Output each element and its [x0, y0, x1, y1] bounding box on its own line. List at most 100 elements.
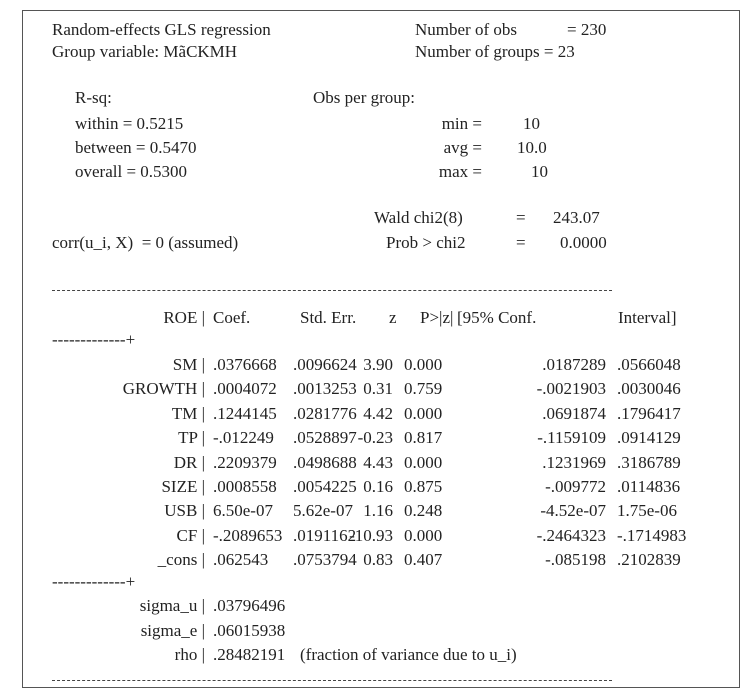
- row-label: SM |: [172, 355, 205, 374]
- rsq-between: between = 0.5470: [75, 138, 197, 157]
- z: -10.93: [349, 525, 393, 545]
- std-err: .0498688: [293, 452, 357, 472]
- separator: -------------+: [52, 572, 136, 591]
- conf-high: .3186789: [617, 452, 681, 472]
- coef: .0008558: [213, 477, 277, 496]
- corr: corr(u_i, X) = 0 (assumed): [52, 233, 239, 252]
- note: (fraction of variance due to u_i): [300, 645, 517, 664]
- coef: .062543: [213, 550, 269, 570]
- column-header: Interval]: [618, 308, 677, 327]
- obs-label: Obs per group:: [313, 88, 415, 107]
- conf-high: .1796417: [617, 403, 681, 423]
- row-label: rho |: [174, 645, 205, 664]
- conf-low: .1231969: [542, 452, 606, 472]
- p-value: 0.248: [404, 501, 443, 521]
- p-value: 0.875: [404, 477, 443, 496]
- prob-label: Prob > chi2: [386, 233, 466, 252]
- conf-high: .0566048: [617, 355, 681, 374]
- coef: -.012249: [213, 428, 274, 448]
- column-header: z: [389, 308, 397, 327]
- conf-low: -.009772: [545, 477, 606, 496]
- min-label: min =: [441, 114, 482, 133]
- std-err: .0528897: [293, 428, 357, 448]
- p-value: 0.817: [404, 428, 443, 448]
- coef: .0004072: [213, 379, 277, 399]
- row-label: DR |: [173, 452, 205, 472]
- conf-high: .2102839: [617, 550, 681, 570]
- conf-high: .0114836: [617, 477, 681, 496]
- column-header: ROE |: [163, 308, 205, 327]
- row-label: TP |: [178, 428, 205, 448]
- z: 3.90: [363, 355, 393, 374]
- conf-high: .0914129: [617, 428, 681, 448]
- n-obs: = 230: [567, 20, 607, 39]
- max: 10: [531, 162, 548, 181]
- row-label: GROWTH |: [122, 379, 205, 399]
- min: 10: [523, 114, 540, 133]
- avg: 10.0: [517, 138, 547, 157]
- z: 1.16: [363, 501, 393, 521]
- column-header: [95% Conf.: [457, 308, 537, 327]
- frame: [22, 10, 740, 688]
- value: .06015938: [213, 620, 286, 640]
- wald-eq: =: [516, 208, 526, 227]
- row-label: sigma_e |: [140, 620, 205, 640]
- std-err: .0191162: [293, 525, 357, 545]
- row-label: _cons |: [157, 550, 205, 570]
- conf-low: -.085198: [545, 550, 606, 570]
- group-variable: Group variable: MãCKMH: [52, 42, 238, 61]
- conf-high: .0030046: [617, 379, 681, 399]
- std-err: .0096624: [293, 355, 357, 374]
- wald-label: Wald chi2(8): [374, 208, 463, 227]
- row-label: sigma_u |: [139, 596, 205, 615]
- row-label: TM |: [171, 403, 205, 423]
- max-label: max =: [438, 162, 482, 181]
- coef: .2209379: [213, 452, 277, 472]
- value: .03796496: [213, 596, 286, 615]
- rsq-label: R-sq:: [75, 88, 112, 107]
- conf-low: .0187289: [542, 355, 606, 374]
- coef: 6.50e-07: [213, 501, 273, 521]
- std-err: .0054225: [293, 477, 357, 496]
- row-label: USB |: [164, 501, 205, 521]
- std-err: 5.62e-07: [293, 501, 353, 521]
- n-obs-label: Number of obs: [415, 20, 517, 39]
- avg-label: avg =: [443, 138, 482, 157]
- z: -0.23: [357, 428, 393, 448]
- column-header: P>|z|: [420, 308, 454, 327]
- conf-high: 1.75e-06: [617, 501, 677, 521]
- coef: .0376668: [213, 355, 277, 374]
- conf-high: -.1714983: [617, 525, 687, 545]
- wald: 243.07: [553, 208, 600, 227]
- p-value: 0.000: [404, 403, 443, 423]
- rule: [52, 680, 612, 681]
- p-value: 0.000: [404, 452, 443, 472]
- z: 0.83: [363, 550, 393, 570]
- rsq-within: within = 0.5215: [75, 114, 184, 133]
- conf-low: -.2464323: [536, 525, 606, 545]
- prob-eq: =: [516, 233, 526, 252]
- rsq-overall: overall = 0.5300: [75, 162, 188, 181]
- std-err: .0281776: [293, 403, 357, 423]
- conf-low: -.1159109: [537, 428, 606, 448]
- n-groups: Number of groups = 23: [415, 42, 575, 61]
- z: 0.31: [363, 379, 393, 399]
- title: Random-effects GLS regression: [52, 20, 271, 39]
- prob: 0.0000: [560, 233, 607, 252]
- column-header: Std. Err.: [300, 308, 357, 327]
- p-value: 0.000: [404, 355, 443, 374]
- p-value: 0.759: [404, 379, 443, 399]
- column-header: Coef.: [213, 308, 251, 327]
- std-err: .0013253: [293, 379, 357, 399]
- row-label: SIZE |: [161, 477, 205, 496]
- separator: -------------+: [52, 330, 136, 349]
- conf-low: -4.52e-07: [540, 501, 606, 521]
- conf-low: .0691874: [542, 403, 606, 423]
- z: 4.43: [363, 452, 393, 472]
- rule: [52, 290, 612, 291]
- z: 0.16: [363, 477, 393, 496]
- p-value: 0.407: [404, 550, 443, 570]
- conf-low: -.0021903: [536, 379, 606, 399]
- coef: .1244145: [213, 403, 277, 423]
